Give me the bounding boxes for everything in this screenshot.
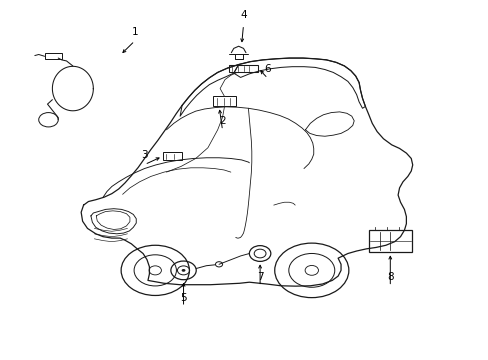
Text: 3: 3 <box>141 150 147 160</box>
Text: 4: 4 <box>240 10 246 21</box>
Text: 7: 7 <box>256 272 263 282</box>
Text: 2: 2 <box>219 116 225 126</box>
Circle shape <box>181 269 185 272</box>
Text: 5: 5 <box>180 293 186 303</box>
Text: 6: 6 <box>264 64 271 74</box>
Text: 8: 8 <box>386 272 393 282</box>
Text: 1: 1 <box>131 27 138 37</box>
